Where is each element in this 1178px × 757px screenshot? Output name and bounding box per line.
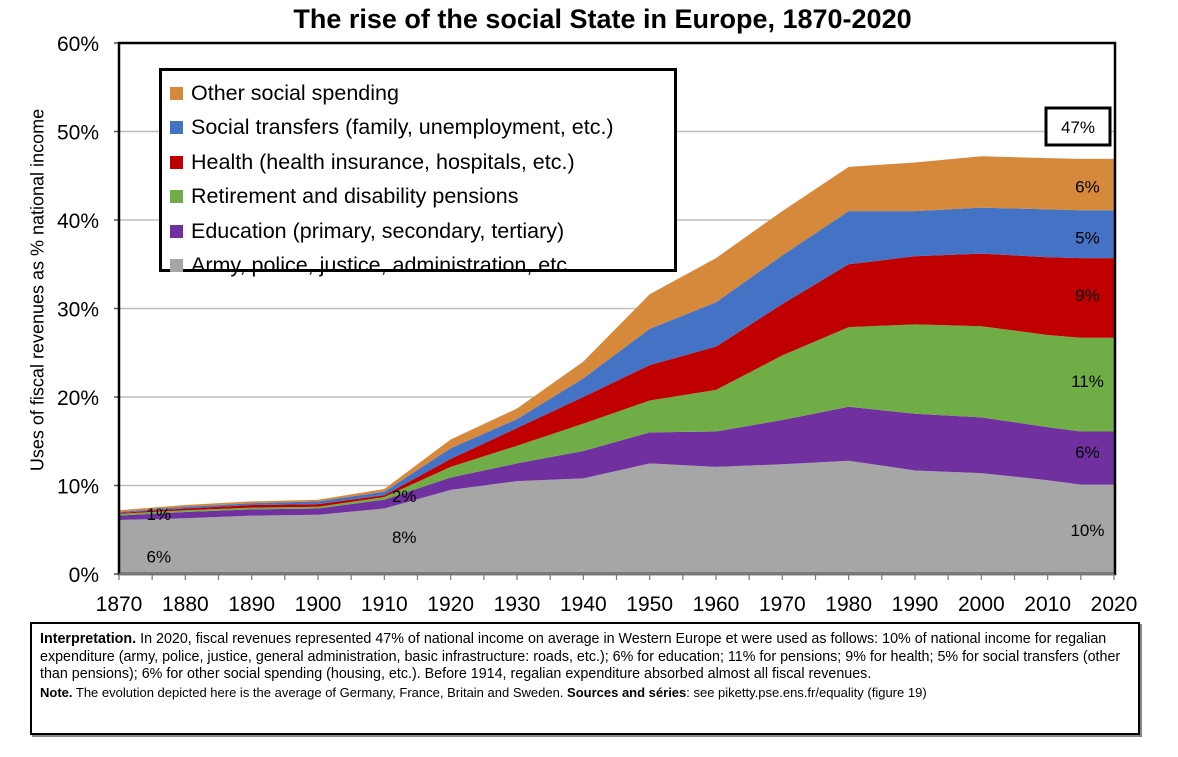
data-label: 6% [1075,443,1100,462]
legend-label: Other social spending [191,80,399,105]
note-label: Note. [40,684,73,700]
x-tick-label: 1990 [892,593,939,616]
legend-label: Retirement and disability pensions [191,184,519,209]
x-tick-label: 2020 [1091,593,1138,616]
interpretation-label: Interpretation. [40,631,137,647]
legend-label: Education (primary, secondary, tertiary) [191,218,565,243]
y-axis-label: Uses of fiscal revenues as % national in… [27,108,48,472]
legend-label: Health (health insurance, hospitals, etc… [191,149,575,174]
x-tick-label: 2010 [1024,593,1071,616]
x-tick-label: 1970 [759,593,806,616]
legend-swatch [170,190,183,204]
x-tick-label: 1910 [361,593,408,616]
y-tick-label: 60% [57,33,99,56]
x-tick-label: 1940 [560,593,607,616]
x-tick-label: 1880 [162,593,209,616]
data-label: 2% [392,487,417,506]
y-tick-label: 0% [69,564,99,587]
data-label: 11% [1071,372,1104,391]
x-tick-label: 1900 [295,593,342,616]
stacked-area-chart: 0% 10% 20% 30% 40% 50% 60% 1870 1880 1890 1900 1910… [57,33,1138,616]
legend-label: Social transfers (family, unemployment, … [191,115,614,140]
sources-text: : see piketty.pse.ens.fr/equality (figur… [686,684,927,700]
x-tick-label: 1980 [825,593,872,616]
x-tick-label: 2000 [958,593,1005,616]
y-tick-label: 20% [57,387,99,410]
data-label: 8% [392,528,417,547]
data-label: 6% [1075,177,1100,196]
chart-title: The rise of the social State in Europe, … [293,4,912,34]
legend-item: Other social spending [170,76,674,111]
data-label: 1% [147,505,172,524]
x-tick-label: 1890 [228,593,275,616]
total-label-box [1044,106,1112,147]
x-tick-label: 1920 [427,593,474,616]
legend-swatch [170,86,183,100]
legend-item: Retirement and disability pensions [170,180,674,215]
area-series-4 [119,207,1114,513]
legend-item: Army, police, justice, administration, e… [170,249,674,284]
x-tick-label: 1950 [626,593,673,616]
area-series-1 [119,406,1114,520]
area-series-2 [119,324,1114,516]
data-label: 9% [1075,286,1100,305]
area-series-5 [119,156,1114,513]
legend-swatch [170,224,183,238]
sources-label: Sources and séries [567,684,687,700]
area-series-3 [119,253,1114,514]
area-series-0 [119,460,1114,574]
x-tick-label: 1930 [494,593,541,616]
interpretation-note: Interpretation. In 2020, fiscal revenues… [30,622,1140,735]
note-text: The evolution depicted here is the avera… [72,684,568,700]
x-tick-label: 1870 [96,593,143,616]
y-tick-label: 40% [57,210,99,233]
y-tick-label: 50% [57,122,99,145]
legend-swatch [170,259,183,273]
legend-label: Army, police, justice, administration, e… [191,253,573,278]
y-tick-label: 10% [57,476,99,499]
data-label: 10% [1070,521,1104,540]
data-label: 6% [147,547,172,566]
legend: Other social spending Social transfers (f… [159,68,677,277]
legend-item: Health (health insurance, hospitals, etc… [170,145,674,180]
x-tick-label: 1960 [693,593,740,616]
interpretation-text: In 2020, fiscal revenues represented 47%… [40,631,1121,682]
total-label: 47% [1061,118,1095,137]
y-tick-label: 30% [57,299,99,322]
legend-swatch [170,121,183,135]
legend-item: Social transfers (family, unemployment, … [170,111,674,146]
data-label: 5% [1075,229,1100,248]
legend-item: Education (primary, secondary, tertiary) [170,214,674,249]
legend-swatch [170,155,183,169]
